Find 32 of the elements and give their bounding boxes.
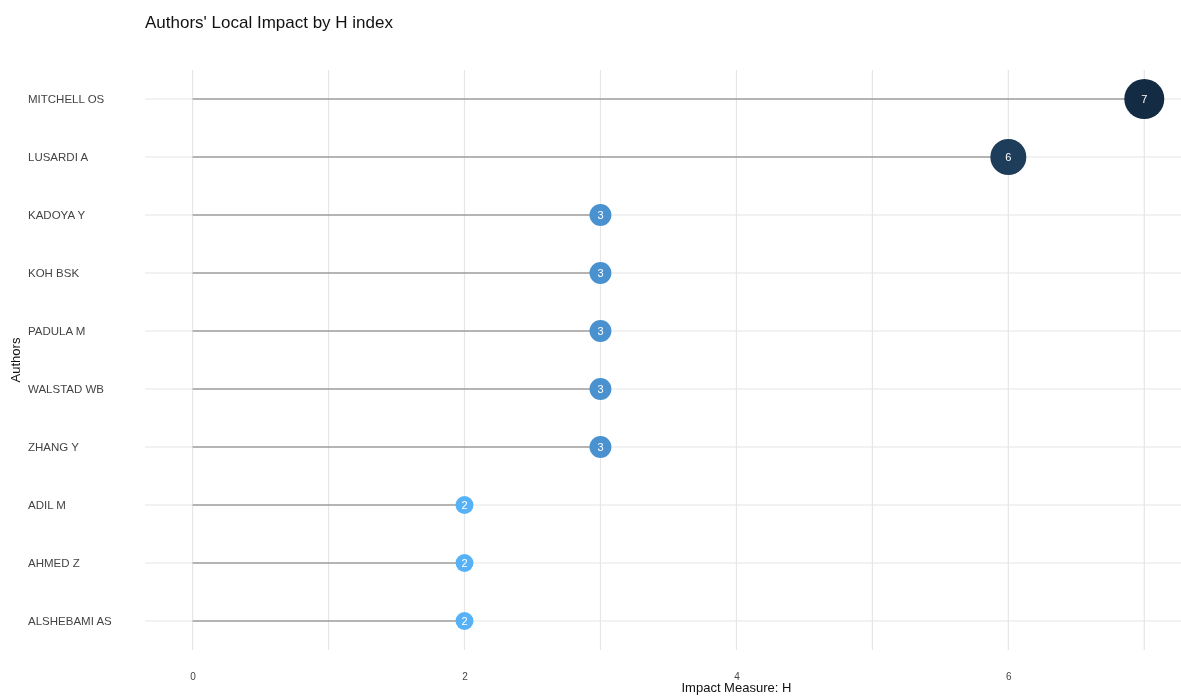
y-tick-label: ALSHEBAMI AS (28, 615, 113, 628)
x-tick-label: 4 (734, 671, 741, 683)
chart-title: Authors' Local Impact by H index (145, 13, 394, 32)
y-tick-label: MITCHELL OS (28, 93, 105, 106)
point (589, 378, 612, 400)
y-tick-label: LUSARDI A (28, 151, 89, 164)
data-label: 2 (461, 498, 468, 511)
data-label: 7 (1141, 92, 1148, 105)
data-label: 2 (461, 556, 468, 569)
point (589, 436, 612, 458)
data-label: 3 (597, 266, 604, 279)
data-label: 6 (1005, 150, 1012, 163)
data-label: 3 (597, 382, 604, 395)
y-tick-label: WALSTAD WB (28, 383, 105, 396)
x-tick-label: 2 (462, 671, 469, 683)
x-tick-label: 6 (1006, 671, 1013, 683)
y-tick-label: AHMED Z (28, 557, 80, 570)
point (589, 320, 612, 342)
data-label: 3 (597, 324, 604, 337)
x-axis-title: Impact Measure: H (681, 680, 792, 695)
y-tick-label: ZHANG Y (28, 441, 80, 454)
point (589, 262, 612, 284)
data-label: 3 (597, 208, 604, 221)
y-tick-label: KOH BSK (28, 267, 80, 280)
data-label: 2 (461, 614, 468, 627)
y-tick-label: KADOYA Y (28, 209, 86, 222)
point (589, 204, 612, 226)
y-axis-title: Authors (8, 337, 23, 383)
y-tick-label: ADIL M (28, 499, 66, 512)
data-label: 3 (597, 440, 604, 453)
y-tick-label: PADULA M (28, 325, 86, 338)
x-tick-label: 0 (190, 671, 197, 683)
